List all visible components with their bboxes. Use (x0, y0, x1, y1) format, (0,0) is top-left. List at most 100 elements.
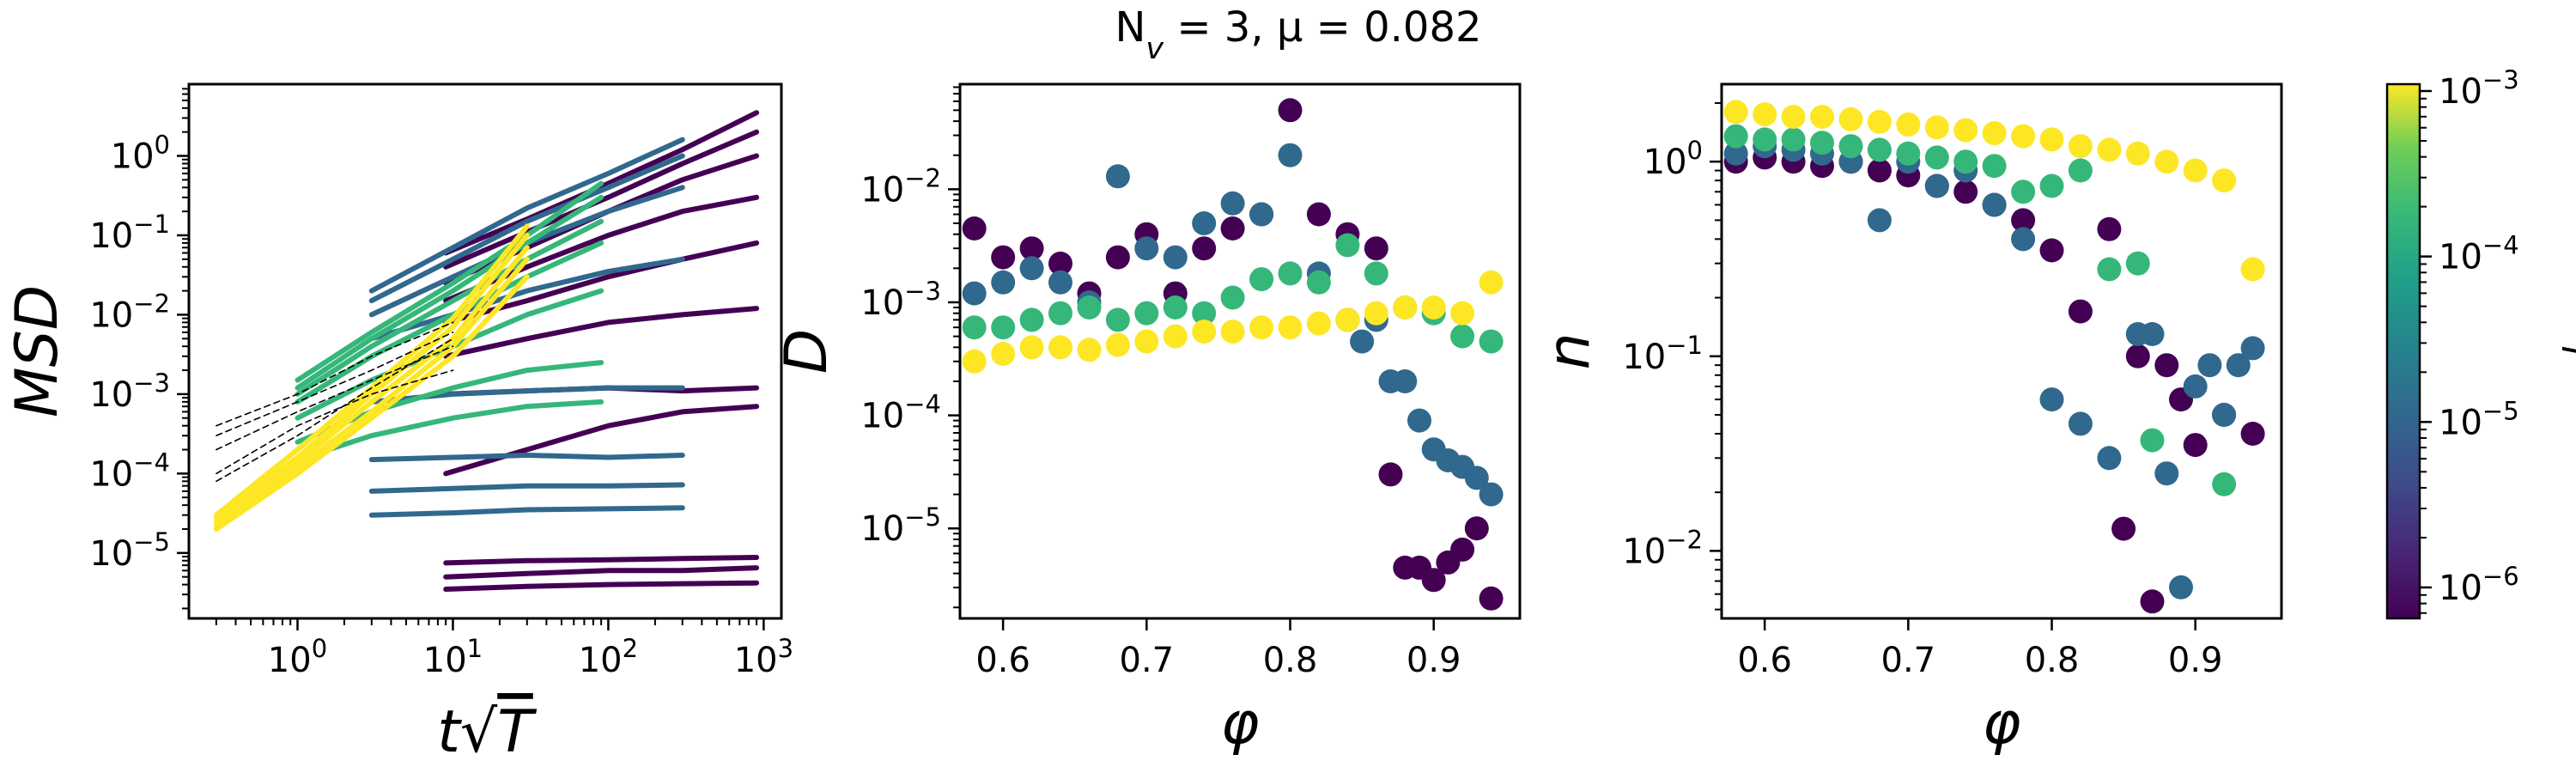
exponent-point (2140, 589, 2165, 614)
diffusion-point (1220, 320, 1245, 344)
exponent-point (2240, 336, 2265, 361)
msd-series-line-1 (443, 580, 760, 592)
exponent-point (1953, 180, 1978, 204)
exponent-point (2183, 374, 2208, 399)
diffusion-point (1192, 301, 1217, 326)
diffusion-point (962, 281, 987, 306)
exponent-point (2068, 299, 2093, 324)
exponent-point (2068, 134, 2093, 159)
diffusion-y-axis-label: D (773, 329, 841, 374)
exponent-y-axis-label: n (1535, 332, 1603, 369)
msd-series-line-19 (295, 399, 605, 463)
diffusion-point (1421, 295, 1446, 320)
diffusion-point (1479, 329, 1504, 354)
msd-series-line-35 (216, 332, 454, 437)
exponent-x-axis-label: φ (1983, 690, 2021, 758)
exponent-x-tick-label: 0.7 (1881, 641, 1936, 680)
exponent-point (2097, 446, 2122, 471)
exponent-point (2068, 411, 2093, 436)
diffusion-point (1306, 270, 1331, 295)
exponent-point (2240, 422, 2265, 446)
exponent-point (2125, 251, 2150, 276)
exponent-point (1867, 137, 1892, 162)
exponent-point (2240, 257, 2265, 282)
msd-x-axis-label: t√T (437, 698, 537, 766)
exponent-point (2011, 180, 2036, 204)
diffusion-x-tick-label: 0.6 (975, 641, 1030, 680)
exponent-point (1924, 115, 1949, 140)
exponent-point (2111, 516, 2136, 541)
colorbar-tick-label: 10−3 (2439, 65, 2519, 112)
diffusion-point (1220, 191, 1245, 216)
exponent-panel: 0.6 0.7 0.8 0.9 10−2 10−1 100 φ n (1535, 82, 2283, 758)
diffusion-point (1249, 315, 1274, 340)
msd-y-tick-label: 10−4 (89, 447, 170, 494)
diffusion-point (1306, 311, 1331, 336)
diffusion-point (1105, 307, 1130, 332)
diffusion-point (1479, 482, 1504, 507)
exponent-point (1723, 100, 1748, 125)
diffusion-axes-frame (958, 82, 1522, 620)
diffusion-y-tick-label: 10−5 (860, 502, 941, 549)
msd-y-tick-label: 100 (111, 131, 170, 177)
exponent-point (2039, 387, 2064, 412)
exponent-point (1896, 113, 1921, 137)
exponent-point (1810, 131, 1834, 155)
msd-lines (213, 110, 760, 592)
msd-y-tick-label: 10−1 (89, 210, 170, 256)
colorbar-tick-label: 10−4 (2439, 231, 2519, 277)
diffusion-point (1163, 245, 1188, 270)
msd-y-tick-label: 10−2 (89, 289, 170, 335)
diffusion-x-tick-label: 0.9 (1406, 641, 1461, 680)
msd-series-line-10 (443, 110, 760, 256)
exponent-point (1982, 154, 2007, 179)
diffusion-x-axis-label: φ (1221, 690, 1260, 758)
msd-series-line-23 (295, 218, 605, 397)
exponent-point (2039, 173, 2064, 198)
exponent-point (1753, 127, 1777, 152)
msd-series-line-28 (213, 245, 530, 524)
msd-series-line-24 (295, 194, 605, 391)
exponent-point (2125, 141, 2150, 166)
diffusion-point (1134, 329, 1159, 354)
diffusion-point (1278, 261, 1303, 286)
msd-series-line-26 (213, 274, 530, 532)
msd-series-line-25 (295, 180, 605, 383)
diffusion-point (1019, 256, 1044, 281)
msd-series-line-15 (368, 256, 685, 342)
diffusion-point (991, 245, 1016, 270)
msd-x-tick-label: 102 (579, 634, 638, 680)
diffusion-point (1105, 332, 1130, 357)
diffusion-y-tick-label: 10−3 (860, 277, 941, 323)
diffusion-point (1077, 338, 1102, 362)
msd-y-axis-label: MSD (3, 285, 71, 417)
diffusion-point (1450, 324, 1475, 349)
exponent-point (1953, 149, 1978, 174)
exponent-point (1982, 192, 2007, 217)
diffusion-ticks: 0.6 0.7 0.8 0.9 10−5 10−4 10−3 10−2 (860, 86, 1461, 680)
diffusion-point (1479, 586, 1504, 611)
diffusion-point (1048, 301, 1072, 326)
exponent-y-tick-label: 100 (1643, 136, 1703, 182)
exponent-point (2097, 216, 2122, 241)
diffusion-point (1019, 236, 1044, 261)
diffusion-point (1278, 315, 1303, 340)
diffusion-point (1019, 335, 1044, 360)
diffusion-point (1077, 295, 1102, 320)
diffusion-point (962, 216, 987, 240)
msd-series-line-2 (443, 555, 760, 566)
msd-x-tick-label: 100 (268, 634, 327, 680)
diffusion-point (1364, 301, 1388, 326)
diffusion-point (1393, 369, 1418, 393)
diffusion-point (1192, 211, 1217, 235)
msd-x-tick-label: 103 (734, 634, 793, 680)
exponent-point (2140, 322, 2165, 346)
diffusion-y-tick-label: 10−2 (860, 163, 941, 210)
exponent-point (2154, 461, 2179, 486)
colorbar-tick-label: 10−5 (2439, 396, 2519, 442)
diffusion-x-tick-label: 0.7 (1120, 641, 1175, 680)
colorbar-ticks: 10−6 10−5 10−4 10−3 (2420, 65, 2519, 614)
exponent-point (1753, 102, 1777, 127)
exponent-point (2039, 238, 2064, 263)
